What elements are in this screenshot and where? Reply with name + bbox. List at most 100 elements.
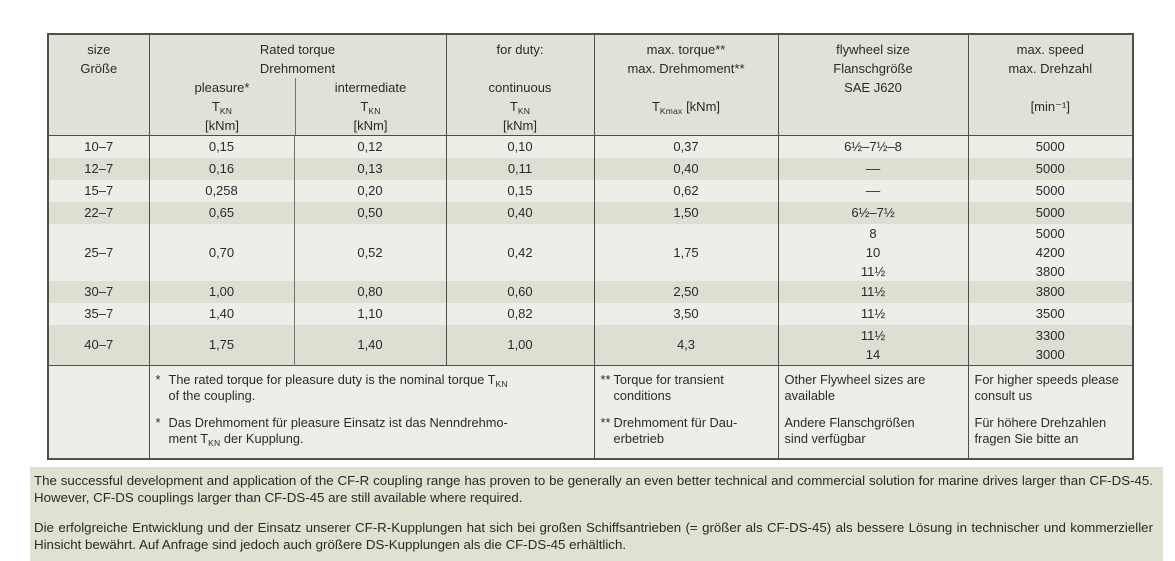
header-pleasure: pleasure* TKN [kNm] [150,78,295,135]
cell-max-torque: 0,62 [593,179,778,202]
cell-pleasure: 1,00 [148,280,294,303]
header-intermediate-unit: [kNm] [353,118,388,133]
cell-size: 35–7 [48,302,149,325]
footnote-speed-de: Für höhere Drehzahlen fragen Sie bitte a… [974,415,1107,446]
cell-continuous: 0,10 [445,135,594,158]
cell-max-torque: 0,37 [593,135,778,158]
header-max-speed-unit: [min⁻¹] [1030,99,1070,114]
footnote-rated-torque: * The rated torque for pleasure duty is … [148,365,594,459]
cell-intermediate: 0,52 [293,223,446,281]
header-duty: for duty: continuous TKN [kNm] [445,34,594,136]
cell-speed: 3300 3000 [967,324,1133,366]
footnote-speed: For higher speeds please consult us Für … [967,365,1133,459]
footnote-star-en: * The rated torque for pleasure duty is … [155,372,508,403]
cell-pleasure: 1,75 [148,324,294,366]
cell-continuous: 0,11 [445,157,594,180]
header-continuous-symbol: TKN [509,99,531,116]
header-rated-en: Rated torque [259,42,336,57]
cell-size: 12–7 [48,157,149,180]
header-flywheel-de: Flanschgröße [833,61,913,76]
header-flywheel-en: flywheel size [836,42,910,57]
footnote-row: * The rated torque for pleasure duty is … [48,365,1133,459]
cell-intermediate: 0,12 [293,135,446,158]
cell-intermediate: 0,80 [293,280,446,303]
table-row: 30–7 1,00 0,80 0,60 2,50 11½ 3800 [48,280,1133,303]
header-row: size Größe Rated torque Drehmoment pleas… [48,34,1133,136]
footnote-speed-en: For higher speeds please consult us [974,372,1119,403]
header-size-en: size [87,42,111,57]
table-row: 15–7 0,258 0,20 0,15 0,62 –– 5000 [48,179,1133,202]
cell-speed: 3500 [967,302,1133,325]
cell-speed: 5000 [967,201,1133,224]
table-row: 22–7 0,65 0,50 0,40 1,50 6½–7½ 5000 [48,201,1133,224]
cell-max-torque: 1,75 [593,223,778,281]
table-row: 25–7 0,70 0,52 0,42 1,75 8 10 11½ 5000 4… [48,223,1133,281]
cell-size: 10–7 [48,135,149,158]
cell-size: 22–7 [48,201,149,224]
cell-pleasure: 0,16 [148,157,294,180]
header-size-de: Größe [80,61,118,76]
cell-size: 40–7 [48,324,149,366]
cell-size: 15–7 [48,179,149,202]
cell-pleasure: 1,40 [148,302,294,325]
cell-flywheel: 11½ [777,302,968,325]
header-flywheel: flywheel size Flanschgröße SAE J620 [777,34,968,136]
cell-speed: 5000 [967,179,1133,202]
double-asterisk-marker: ** [600,415,611,430]
header-intermediate: intermediate TKN [kNm] [294,78,446,135]
footnote-star-de: * Das Drehmoment für pleasure Einsatz is… [155,415,508,448]
header-flywheel-standard: SAE J620 [844,80,902,95]
footnote-empty-cell [48,365,149,459]
cell-continuous: 0,40 [445,201,594,224]
header-max-torque: max. torque** max. Drehmoment** TKmax [k… [593,34,778,136]
cell-flywheel: 8 10 11½ [777,223,968,281]
footnote-flywheel-en: Other Flywheel sizes are available [784,372,926,403]
table-row: 40–7 1,75 1,40 1,00 4,3 11½ 14 3300 3000 [48,324,1133,366]
cell-size: 25–7 [48,223,149,281]
cell-flywheel: 6½–7½ [777,201,968,224]
description-panel: The successful development and applicati… [30,467,1163,561]
cell-intermediate: 0,20 [293,179,446,202]
header-max-torque-symbol: TKmax [kNm] [651,99,721,116]
cell-speed: 3800 [967,280,1133,303]
cell-intermediate: 0,50 [293,201,446,224]
cell-pleasure: 0,15 [148,135,294,158]
cell-continuous: 1,00 [445,324,594,366]
header-max-torque-en: max. torque** [646,42,726,57]
table-row: 10–7 0,15 0,12 0,10 0,37 6½–7½–8 5000 [48,135,1133,158]
header-max-torque-de: max. Drehmoment** [627,61,745,76]
cell-continuous: 0,60 [445,280,594,303]
description-paragraph-en: The successful development and applicati… [34,473,1153,505]
footnote-flywheel-de: Andere Flanschgrößen sind verfügbar [784,415,915,446]
header-max-speed: max. speed max. Drehzahl [min⁻¹] [967,34,1133,136]
asterisk-marker: * [155,372,161,387]
cell-continuous: 0,82 [445,302,594,325]
cell-intermediate: 0,13 [293,157,446,180]
cell-pleasure: 0,258 [148,179,294,202]
cell-flywheel: 11½ 14 [777,324,968,366]
header-pleasure-unit: [kNm] [205,118,239,133]
header-pleasure-symbol: TKN [211,99,233,116]
header-rated-de: Drehmoment [259,61,336,76]
cell-pleasure: 0,70 [148,223,294,281]
asterisk-marker: * [155,415,161,430]
header-continuous-unit: [kNm] [503,118,537,133]
footnote-dstar-de: ** Drehmoment für Dau- erbetrieb [600,415,738,446]
cell-intermediate: 1,40 [293,324,446,366]
cell-flywheel: 6½–7½–8 [777,135,968,158]
header-duty-label: for duty: [496,42,544,57]
cell-max-torque: 0,40 [593,157,778,180]
cell-continuous: 0,15 [445,179,594,202]
header-max-speed-en: max. speed [1016,42,1084,57]
cell-speed: 5000 [967,135,1133,158]
cell-speed: 5000 4200 3800 [967,223,1133,281]
footnote-max-torque: ** Torque for transient conditions ** Dr… [593,365,778,459]
footnote-dstar-en: ** Torque for transient conditions [600,372,724,403]
cell-flywheel: 11½ [777,280,968,303]
double-asterisk-marker: ** [600,372,611,387]
table-row: 12–7 0,16 0,13 0,11 0,40 –– 5000 [48,157,1133,180]
header-size: size Größe [48,34,149,136]
spec-table: size Größe Rated torque Drehmoment pleas… [47,33,1134,460]
cell-max-torque: 3,50 [593,302,778,325]
